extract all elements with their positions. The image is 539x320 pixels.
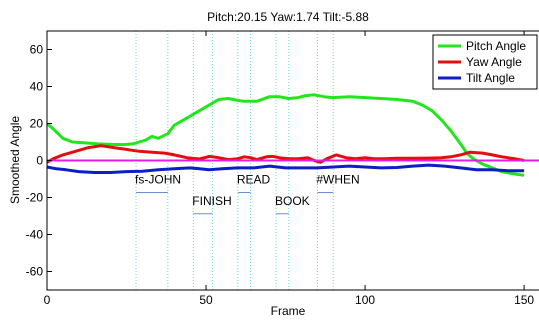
x-axis-label: Frame [271, 304, 306, 318]
x-tick-label: 50 [199, 293, 213, 307]
y-tick-label: 60 [30, 43, 44, 57]
series-line-pitch-angle [46, 93, 525, 177]
x-tick-label: 150 [514, 293, 534, 307]
y-axis-label: Smoothed Angle [8, 116, 22, 204]
sign-annotation-label: fs-JOHN [135, 173, 181, 187]
legend-entry-label: Yaw Angle [466, 55, 522, 69]
sign-annotation-label: FINISH [192, 194, 231, 208]
x-tick-label: 0 [44, 293, 51, 307]
sign-annotation-label: BOOK [275, 194, 310, 208]
sign-annotation-label: READ [237, 173, 271, 187]
y-tick-label: 0 [36, 154, 43, 168]
y-tick-label: -60 [26, 265, 44, 279]
y-tick-label: -40 [26, 228, 44, 242]
y-tick-label: 40 [30, 80, 44, 94]
y-tick-label: -20 [26, 191, 44, 205]
legend-entry-label: Pitch Angle [466, 39, 526, 53]
chart-title: Pitch:20.15 Yaw:1.74 Tilt:-5.88 [207, 10, 369, 24]
x-tick-label: 100 [355, 293, 375, 307]
series-line-tilt-angle [46, 163, 525, 174]
sign-annotation-label: #WHEN [316, 173, 359, 187]
series-line-yaw-angle [46, 144, 525, 164]
y-tick-label: 20 [30, 117, 44, 131]
legend: Pitch Angle Yaw Angle Tilt Angle [432, 34, 538, 90]
legend-entry-label: Tilt Angle [466, 71, 515, 85]
